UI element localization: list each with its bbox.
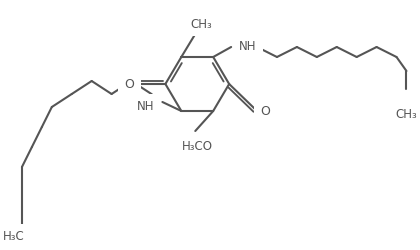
Text: CH₃: CH₃ [190,18,212,31]
Text: H₃C: H₃C [3,230,25,242]
Text: O: O [260,105,270,118]
Text: CH₃: CH₃ [396,108,417,120]
Text: NH: NH [239,39,257,52]
Text: H₃CO: H₃CO [182,140,213,152]
Text: NH: NH [137,100,155,113]
Text: O: O [125,78,134,91]
